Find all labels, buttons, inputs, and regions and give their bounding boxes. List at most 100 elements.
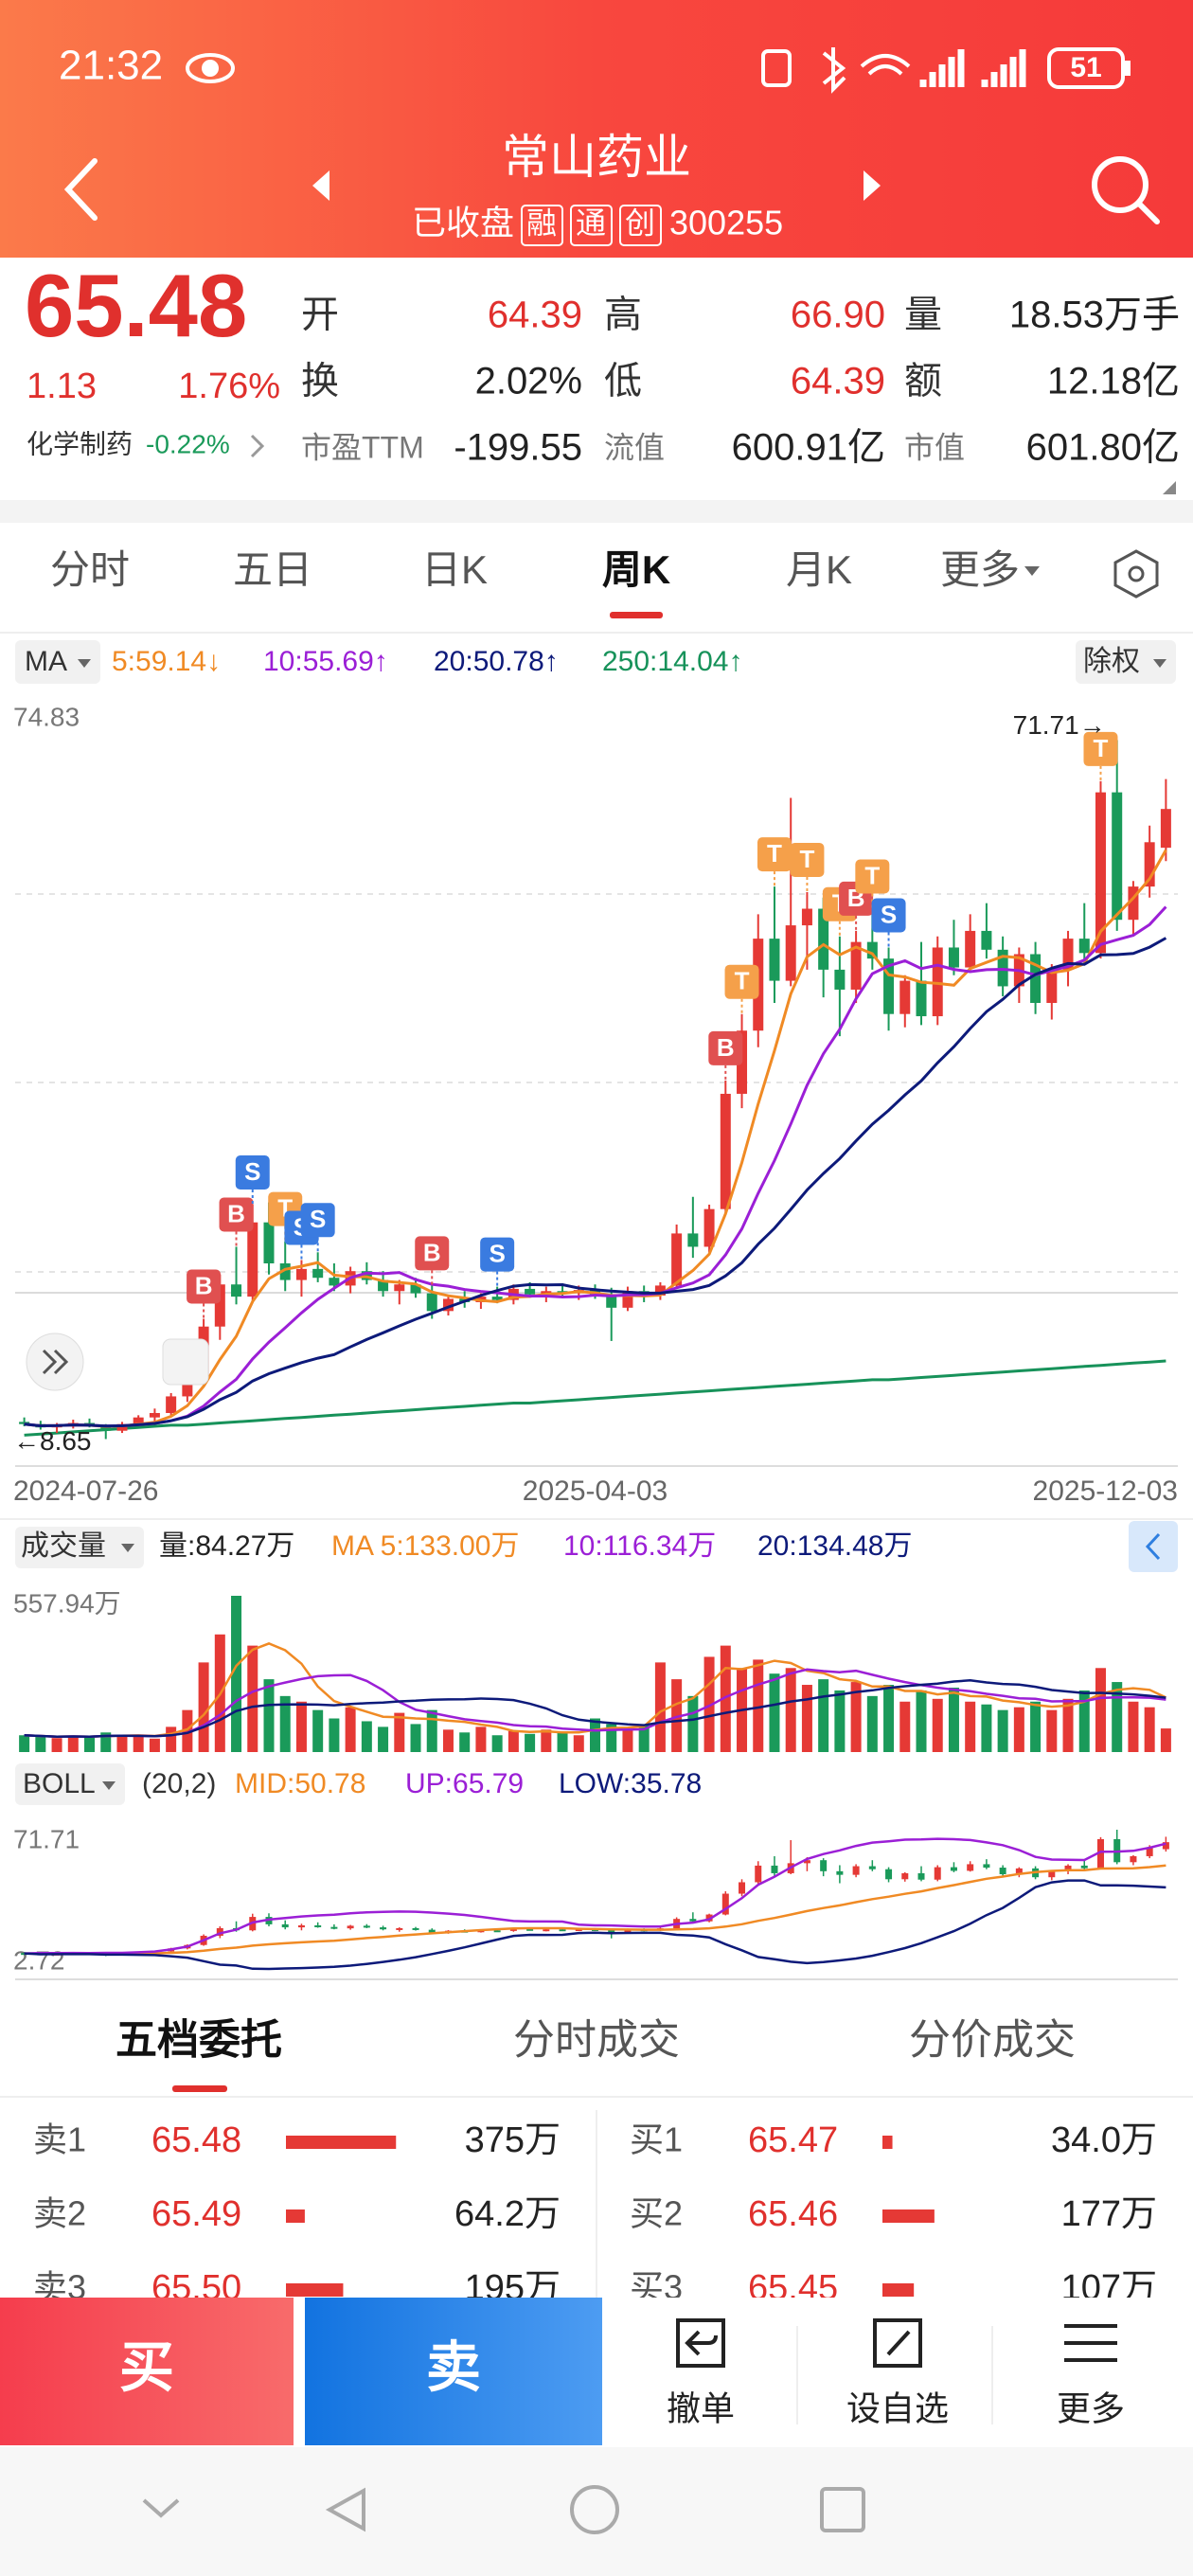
volume-indicator-button[interactable] — [15, 1527, 144, 1568]
volume-bar — [459, 1732, 471, 1752]
order-tab[interactable]: 五档委托 — [116, 2017, 282, 2064]
candle-body — [687, 1233, 699, 1247]
search-button[interactable] — [1092, 156, 1160, 224]
candle-body — [312, 1268, 324, 1279]
nav-bar — [0, 2447, 1193, 2576]
candle-body — [1064, 1865, 1072, 1871]
action-label[interactable]: 撤单 — [667, 2389, 735, 2428]
volume-bar — [541, 1729, 552, 1752]
volume-bar — [295, 1701, 307, 1752]
ma-legend: 5:59.14↓ — [112, 646, 221, 677]
stock-name: 常山药业 — [502, 131, 691, 184]
collapse-button[interactable] — [1129, 1521, 1178, 1572]
settings-button[interactable] — [1113, 549, 1159, 599]
boll-indicator-button[interactable] — [15, 1763, 125, 1805]
candle-body — [932, 947, 943, 1017]
candle-body — [1030, 954, 1042, 1003]
collapse-icon — [1145, 1532, 1161, 1561]
volume-bar — [198, 1662, 209, 1752]
ma-legend: 250:14.04↑ — [602, 646, 742, 677]
order-volume: 177万 — [1061, 2194, 1157, 2234]
order-level: 买1 — [630, 2120, 683, 2159]
candle-body — [721, 1893, 729, 1915]
candle-body — [1162, 1842, 1169, 1850]
candle-body — [133, 1417, 144, 1424]
y-tick-label: 71.71 — [13, 1824, 80, 1853]
candle-body — [100, 1426, 112, 1431]
candle-body — [703, 1208, 715, 1247]
quote-value: 601.80亿 — [1026, 427, 1180, 469]
period-tab[interactable]: 日K — [421, 547, 488, 592]
volume-bar — [507, 1730, 519, 1752]
volume-bar — [491, 1735, 503, 1752]
candle-body — [428, 1929, 436, 1934]
sector-arrow[interactable] — [250, 434, 265, 458]
candle-body — [442, 1298, 454, 1312]
trade-marker — [708, 1030, 743, 1065]
candle-body — [606, 1295, 617, 1308]
trade-marker-label: S — [881, 900, 897, 928]
quote-value: 600.91亿 — [732, 427, 885, 469]
nav-down[interactable] — [142, 2498, 180, 2518]
volume-bar — [785, 1668, 796, 1752]
dropdown-arrow — [102, 1781, 116, 1790]
candle-body — [934, 1867, 941, 1880]
nav-back[interactable] — [325, 2487, 365, 2532]
candle-body — [493, 1930, 501, 1933]
candle-body — [834, 969, 846, 990]
candle-body — [608, 1930, 615, 1933]
volume-bar — [883, 1685, 895, 1752]
candle-body — [654, 1285, 666, 1296]
candle-body — [575, 1928, 582, 1931]
indicator-button[interactable] — [15, 640, 100, 684]
order-price: 65.47 — [748, 2120, 838, 2160]
candle-body — [948, 947, 959, 968]
candle-body — [263, 1222, 275, 1264]
volume-bar — [426, 1709, 437, 1752]
volume-indicator: 成交量 — [21, 1530, 106, 1562]
volume-bar — [525, 1733, 536, 1752]
candle-body — [297, 1924, 305, 1928]
nav-home[interactable] — [570, 2485, 619, 2534]
volume-bar — [818, 1679, 829, 1752]
volume-bar — [850, 1682, 862, 1752]
period-tab[interactable]: 周K — [602, 547, 670, 592]
trade-marker-label: T — [864, 861, 880, 889]
fullscreen-button[interactable] — [162, 1338, 209, 1386]
trade-marker — [235, 1154, 270, 1190]
action-label[interactable]: 设自选 — [846, 2389, 949, 2428]
candle-body — [295, 1268, 307, 1280]
candle-body — [378, 1279, 389, 1292]
adjust-button[interactable] — [1076, 640, 1176, 684]
candle-body — [426, 1293, 437, 1312]
quote-value: 64.39 — [488, 295, 582, 336]
quote-label: 低 — [604, 361, 642, 402]
volume-bar — [67, 1735, 79, 1752]
volume-bar — [899, 1701, 911, 1752]
volume-bar — [149, 1738, 160, 1752]
order-tab[interactable]: 分时成交 — [513, 2017, 680, 2064]
candle-body — [739, 1882, 746, 1894]
back-button[interactable] — [63, 158, 98, 221]
next-stock[interactable] — [864, 170, 881, 201]
order-volume-bar — [882, 2283, 915, 2297]
period-tab[interactable]: 五日 — [233, 547, 312, 592]
period-tab[interactable]: 月K — [786, 547, 852, 592]
sell-button[interactable] — [305, 2298, 602, 2445]
period-tab[interactable]: 更多 — [940, 547, 1020, 592]
nav-recent[interactable] — [820, 2487, 865, 2532]
order-tab[interactable]: 分价成交 — [909, 2017, 1076, 2064]
trade-marker-label: B — [717, 1033, 735, 1062]
candle-body — [1112, 792, 1123, 921]
candle-body — [330, 1926, 338, 1929]
candle-body — [622, 1291, 633, 1308]
dropdown-arrow — [78, 659, 91, 668]
volume-bar — [1046, 1709, 1058, 1752]
boll-low — [24, 1879, 1166, 1971]
period-tab[interactable]: 分时 — [50, 547, 130, 592]
buy-button[interactable] — [0, 2298, 294, 2445]
action-label[interactable]: 更多 — [1057, 2389, 1125, 2428]
order-level: 买2 — [630, 2194, 683, 2233]
prev-stock[interactable] — [312, 170, 329, 201]
